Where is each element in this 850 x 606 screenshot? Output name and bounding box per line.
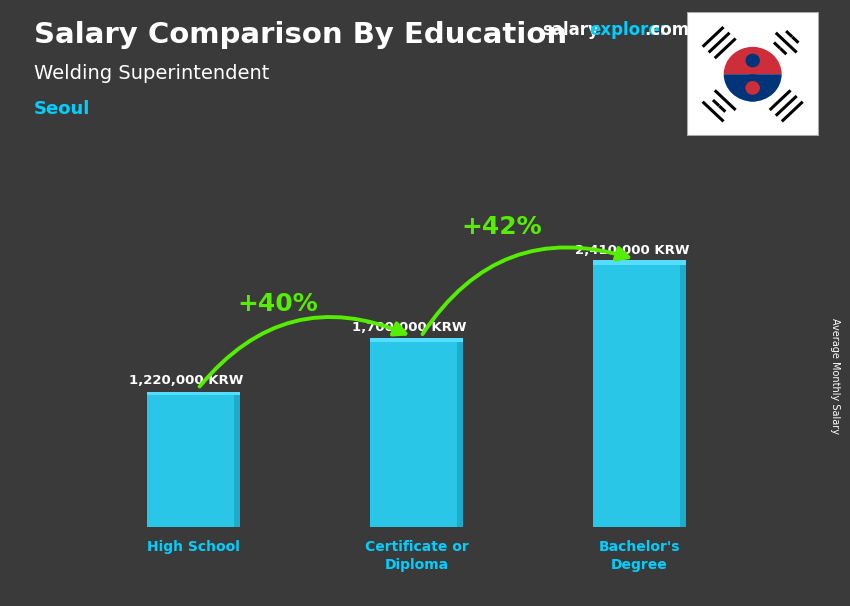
Text: salary: salary <box>542 21 599 39</box>
Bar <box>146 395 241 527</box>
Circle shape <box>745 54 760 67</box>
Text: 1,700,000 KRW: 1,700,000 KRW <box>352 321 467 335</box>
Text: Average Monthly Salary: Average Monthly Salary <box>830 318 840 434</box>
Text: Seoul: Seoul <box>34 100 90 118</box>
Text: Salary Comparison By Education: Salary Comparison By Education <box>34 21 567 49</box>
Text: explorer: explorer <box>589 21 668 39</box>
Text: +40%: +40% <box>238 293 319 316</box>
Bar <box>234 395 241 527</box>
Text: Bachelor's
Degree: Bachelor's Degree <box>599 540 680 572</box>
Circle shape <box>738 47 768 75</box>
Bar <box>146 391 241 395</box>
Circle shape <box>745 81 760 95</box>
Text: +42%: +42% <box>461 215 541 239</box>
Circle shape <box>738 75 768 102</box>
Bar <box>592 265 687 527</box>
Text: High School: High School <box>147 540 240 554</box>
Text: Welding Superintendent: Welding Superintendent <box>34 64 269 82</box>
Bar <box>370 342 463 527</box>
Text: 2,410,000 KRW: 2,410,000 KRW <box>575 244 689 257</box>
Bar <box>680 265 687 527</box>
Bar <box>592 259 687 265</box>
Wedge shape <box>723 75 782 102</box>
Text: Certificate or
Diploma: Certificate or Diploma <box>365 540 468 572</box>
Bar <box>370 338 463 342</box>
Wedge shape <box>723 47 782 75</box>
Text: 1,220,000 KRW: 1,220,000 KRW <box>128 373 243 387</box>
Bar <box>456 342 463 527</box>
Text: .com: .com <box>644 21 689 39</box>
